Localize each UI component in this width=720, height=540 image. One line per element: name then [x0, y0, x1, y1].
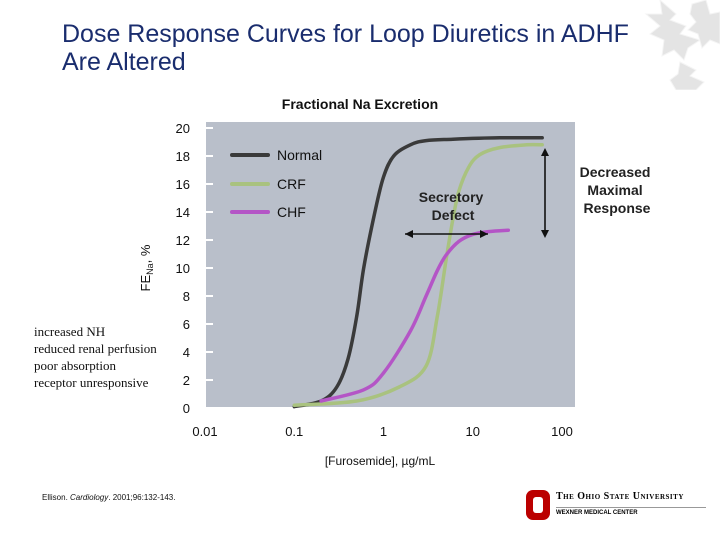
x-tick-label: 1 [380, 424, 387, 439]
y-tick-label: 8 [183, 289, 190, 304]
y-tick-label: 0 [183, 401, 190, 416]
university-logo: The Ohio State University WEXNER MEDICAL… [524, 488, 714, 528]
series-line-normal [292, 135, 544, 409]
note-item: reduced renal perfusion [34, 341, 157, 356]
y-tick-label: 6 [183, 317, 190, 332]
legend-label: CHF [277, 204, 306, 220]
plot-background [205, 122, 575, 408]
y-axis-label: FENa, % [138, 244, 155, 291]
clinical-notes: increased NH reduced renal perfusion poo… [34, 323, 157, 391]
slide-title: Dose Response Curves for Loop Diuretics … [62, 20, 629, 76]
decreased-maximal-response-label: Decreased Maximal Response [580, 164, 655, 216]
secretory-defect-label: Secretory Defect [419, 189, 487, 223]
x-axis-label: [Furosemide], µg/mL [325, 454, 436, 468]
x-axis-ticks: 0.01 0.1 1 10 100 [192, 408, 573, 439]
note-item: receptor unresponsive [34, 375, 149, 390]
x-tick-label: 0.01 [192, 424, 217, 439]
block-o-logo-icon [526, 490, 550, 520]
legend-label: CRF [277, 176, 306, 192]
logo-divider [556, 507, 706, 508]
y-tick-label: 14 [176, 205, 190, 220]
legend-label: Normal [277, 147, 322, 163]
note-item: increased NH [34, 324, 106, 339]
y-tick-label: 20 [176, 121, 190, 136]
x-tick-label: 100 [551, 424, 573, 439]
y-tick-label: 4 [183, 345, 190, 360]
y-axis-ticks: 0 2 4 6 8 10 12 14 16 18 20 [176, 121, 213, 416]
y-tick-label: 16 [176, 177, 190, 192]
y-tick-label: 10 [176, 261, 190, 276]
medical-center-name: WEXNER MEDICAL CENTER [556, 510, 638, 516]
legend: Normal CRF CHF [230, 147, 322, 220]
leaf-decoration [644, 0, 720, 90]
x-tick-label: 10 [466, 424, 480, 439]
university-name: The Ohio State University [556, 491, 684, 502]
y-tick-label: 18 [176, 149, 190, 164]
y-tick-label: 2 [183, 373, 190, 388]
x-tick-label: 0.1 [285, 424, 303, 439]
series-line-crf [292, 142, 544, 407]
y-tick-label: 12 [176, 233, 190, 248]
citation: Ellison. Cardiology. 2001;96:132-143. [42, 493, 176, 502]
chart-title: Fractional Na Excretion [281, 96, 439, 112]
note-item: poor absorption [34, 358, 116, 373]
